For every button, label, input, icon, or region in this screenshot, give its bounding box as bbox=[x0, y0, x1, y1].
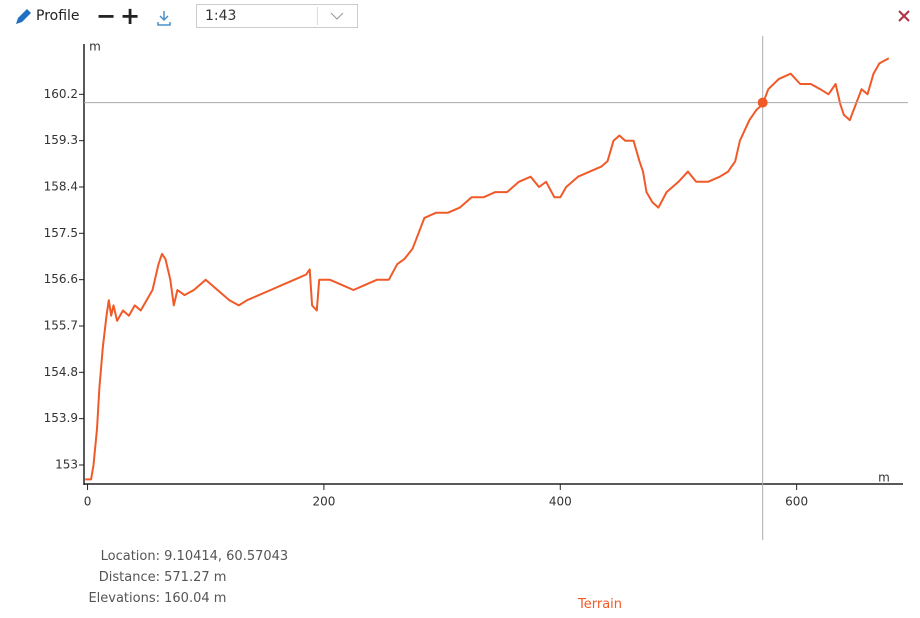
zoom-out[interactable]: − bbox=[96, 2, 117, 30]
download-icon[interactable] bbox=[156, 10, 172, 26]
y-tick-label: 160.2 bbox=[44, 87, 78, 101]
y-tick-label: 157.5 bbox=[44, 226, 78, 240]
info-value: 571.27 m bbox=[164, 570, 227, 585]
y-tick-label: 159.3 bbox=[44, 133, 78, 147]
zoom-in[interactable]: + bbox=[120, 2, 141, 30]
x-tick-label: 200 bbox=[312, 495, 335, 509]
chart: m m 153 153.9 154.8 155.7 156.6 157.5 158.4 159… bbox=[44, 36, 908, 540]
info-label: Location: bbox=[100, 549, 160, 564]
info-value: 9.10414, 60.57043 bbox=[164, 549, 289, 564]
close-button[interactable] bbox=[896, 8, 912, 24]
y-tick-label: 156.6 bbox=[44, 272, 78, 286]
scale-value: 1:43 bbox=[205, 8, 237, 24]
x-tick-label: 0 bbox=[84, 495, 92, 509]
x-tick-label: 600 bbox=[785, 495, 808, 509]
info-label: Distance: bbox=[98, 570, 160, 585]
y-tick-label: 153 bbox=[55, 457, 78, 471]
pencil-icon[interactable] bbox=[14, 8, 32, 26]
y-tick-label: 154.8 bbox=[44, 365, 78, 379]
info-value: 160.04 m bbox=[164, 591, 227, 606]
y-axis-label: m bbox=[89, 40, 101, 54]
info-label: Elevations: bbox=[88, 591, 160, 606]
y-tick-label: 158.4 bbox=[44, 179, 78, 193]
y-tick-label: 153.9 bbox=[44, 411, 78, 425]
y-tick-label: 155.7 bbox=[44, 318, 78, 332]
profile-title: Profile bbox=[36, 8, 80, 24]
legend-entry: Terrain bbox=[578, 597, 623, 612]
x-tick-label: 400 bbox=[549, 495, 572, 509]
cursor-point bbox=[757, 97, 768, 108]
terrain-line bbox=[85, 57, 890, 481]
dropdown-icon bbox=[330, 12, 344, 20]
info-block: Location: 9.10414, 60.57043 Distance: 57… bbox=[40, 546, 288, 609]
scale-select[interactable]: 1:43 bbox=[196, 4, 358, 28]
x-axis-label: m bbox=[878, 471, 890, 485]
